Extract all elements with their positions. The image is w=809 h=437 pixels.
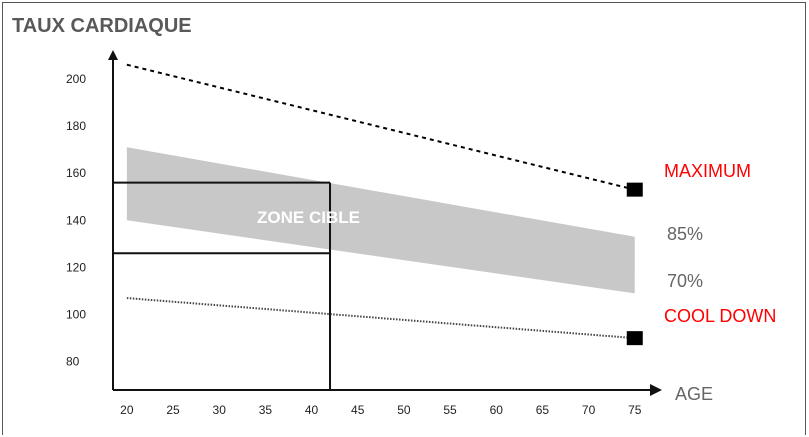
target-zone-band xyxy=(126,147,635,294)
x-tick-label: 45 xyxy=(351,403,365,417)
y-tick-label: 140 xyxy=(66,213,86,227)
x-tick-label: 40 xyxy=(305,403,319,417)
lower-percent-label: 70% xyxy=(667,271,703,291)
x-tick-label: 25 xyxy=(166,403,180,417)
y-tick-label: 100 xyxy=(66,308,86,322)
maximum-line xyxy=(126,63,636,191)
zone-cible-label: ZONE CIBLE xyxy=(257,208,360,227)
x-tick-labels: 20 25 30 35 40 45 50 55 60 65 70 75 xyxy=(120,403,642,417)
y-tick-labels: 80 100 120 140 160 180 200 xyxy=(66,72,86,369)
x-tick-label: 35 xyxy=(259,403,273,417)
y-tick-label: 80 xyxy=(66,355,80,369)
end-markers xyxy=(626,182,643,346)
y-tick-label: 120 xyxy=(66,260,86,274)
x-tick-label: 65 xyxy=(536,403,550,417)
x-axis-arrow xyxy=(650,384,662,396)
end-marker xyxy=(626,331,643,346)
x-tick-label: 55 xyxy=(443,403,457,417)
x-axis-title: AGE xyxy=(675,384,713,404)
y-axis-title: TAUX CARDIAQUE xyxy=(12,15,192,37)
cool-down-label: COOL DOWN xyxy=(664,306,776,326)
x-tick-label: 30 xyxy=(213,403,227,417)
y-tick-label: 180 xyxy=(66,119,86,133)
x-tick-label: 20 xyxy=(120,403,134,417)
y-tick-label: 160 xyxy=(66,166,86,180)
x-tick-label: 50 xyxy=(397,403,411,417)
y-axis-arrow xyxy=(108,50,118,60)
maximum-label: MAXIMUM xyxy=(664,161,751,181)
y-tick-label: 200 xyxy=(66,72,86,86)
upper-percent-label: 85% xyxy=(667,224,703,244)
end-marker xyxy=(626,182,643,197)
x-tick-label: 60 xyxy=(490,403,504,417)
cool-down-line xyxy=(126,297,635,340)
x-tick-label: 75 xyxy=(628,403,642,417)
x-tick-label: 70 xyxy=(582,403,596,417)
